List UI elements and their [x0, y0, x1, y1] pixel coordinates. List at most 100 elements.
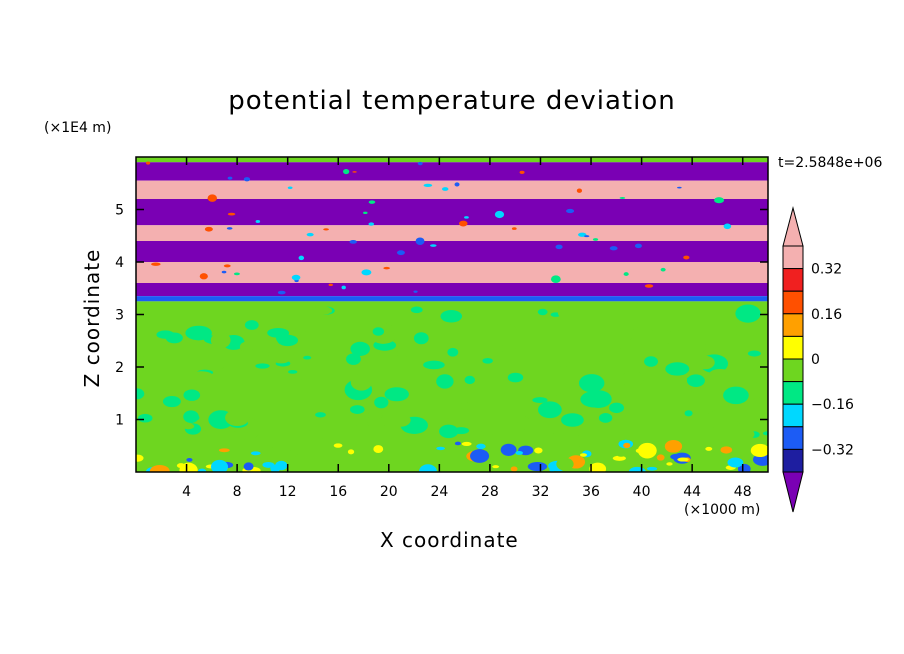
texture-blob [653, 330, 675, 345]
colorbar-box [782, 403, 804, 428]
texture-blob [292, 351, 304, 356]
texture-blob [418, 464, 437, 472]
y-axis: 1 2 3 4 5 [115, 203, 768, 429]
texture-blob [554, 393, 567, 404]
texture-blob [202, 428, 227, 438]
texture-blob [557, 309, 570, 318]
texture-blob [644, 356, 658, 367]
texture-blob [421, 318, 433, 325]
texture-blob [380, 323, 392, 330]
texture-blob [498, 385, 520, 395]
x-axis-label: X coordinate [380, 528, 519, 552]
texture-blob [413, 290, 418, 293]
texture-blob [440, 359, 452, 365]
texture-blob [630, 326, 655, 344]
contour-band-1 [136, 162, 768, 181]
texture-blob [219, 366, 241, 380]
texture-blob [583, 235, 590, 238]
texture-blob [349, 405, 365, 414]
texture-blob [470, 449, 490, 463]
colorbar-box [782, 448, 804, 473]
texture-blob [244, 320, 259, 330]
texture-blob [145, 364, 163, 376]
texture-blob [707, 368, 733, 384]
texture-blob [173, 345, 198, 367]
texture-blob [373, 445, 384, 454]
texture-blob [396, 250, 405, 256]
texture-blob [339, 416, 362, 427]
texture-blob [458, 220, 468, 227]
texture-blob [199, 273, 208, 280]
texture-blob [646, 466, 658, 471]
texture-blob [454, 182, 460, 187]
texture-blob [492, 465, 500, 469]
texture-blob [537, 308, 548, 316]
time-annotation: t=2.5848e+06 [778, 155, 883, 171]
texture-blob [490, 323, 519, 345]
z-axis-unit: (×1E4 m) [44, 120, 112, 136]
texture-blob [696, 355, 715, 370]
texture-blob [341, 285, 346, 290]
contour-band-6 [136, 262, 768, 283]
texture-blob [598, 413, 613, 423]
texture-blob [189, 371, 213, 381]
x-tick-label: 44 [683, 484, 701, 500]
texture-blob [664, 439, 683, 453]
texture-blob [683, 336, 706, 356]
colorbar-box [782, 313, 804, 337]
texture-blob [277, 334, 299, 347]
texture-blob [352, 171, 357, 173]
texture-blob [440, 310, 463, 323]
texture-blob [137, 413, 153, 423]
texture-blob [268, 342, 295, 364]
texture-blob [288, 449, 298, 458]
texture-blob [666, 462, 673, 466]
texture-blob [243, 177, 251, 182]
contour-band-2 [136, 180, 768, 199]
texture-blob [628, 302, 639, 309]
colorbar-max-triangle [782, 206, 804, 247]
texture-blob [749, 367, 768, 384]
texture-blob [515, 450, 523, 455]
texture-blob [464, 216, 469, 219]
x-tick-label: 20 [380, 484, 398, 500]
texture-blob [500, 443, 517, 456]
texture-blob [306, 385, 319, 395]
texture-blob [186, 457, 193, 462]
texture-blob [197, 468, 207, 472]
texture-blob [162, 396, 181, 408]
texture-blob [207, 194, 218, 202]
texture-blob [634, 243, 642, 249]
texture-blob [714, 197, 725, 204]
contour-field [136, 157, 768, 472]
texture-blob [656, 454, 665, 461]
x-tick-label: 12 [279, 484, 297, 500]
texture-blob [686, 376, 697, 381]
texture-blob [221, 270, 227, 274]
texture-blob [368, 200, 376, 204]
texture-blob [156, 330, 175, 339]
x-tick-label: 8 [233, 484, 242, 500]
texture-blob [703, 412, 726, 428]
texture-blob [218, 448, 230, 453]
texture-blob [519, 170, 525, 175]
texture-blob [315, 416, 327, 422]
texture-blob [735, 304, 761, 323]
texture-blob [576, 430, 590, 437]
texture-blob [566, 208, 575, 214]
texture-blob [383, 266, 390, 270]
texture-blob [723, 223, 732, 230]
texture-blob [288, 328, 302, 338]
texture-blob [556, 457, 574, 471]
x-tick-label: 32 [532, 484, 550, 500]
texture-blob [413, 332, 429, 345]
contour-band-5 [136, 241, 768, 262]
texture-blob [363, 211, 368, 214]
y-tick-label: 5 [115, 203, 124, 219]
texture-blob [690, 386, 704, 394]
texture-blob [561, 413, 584, 427]
texture-blob [476, 443, 486, 450]
texture-blob [555, 244, 563, 250]
texture-blob [299, 305, 317, 313]
